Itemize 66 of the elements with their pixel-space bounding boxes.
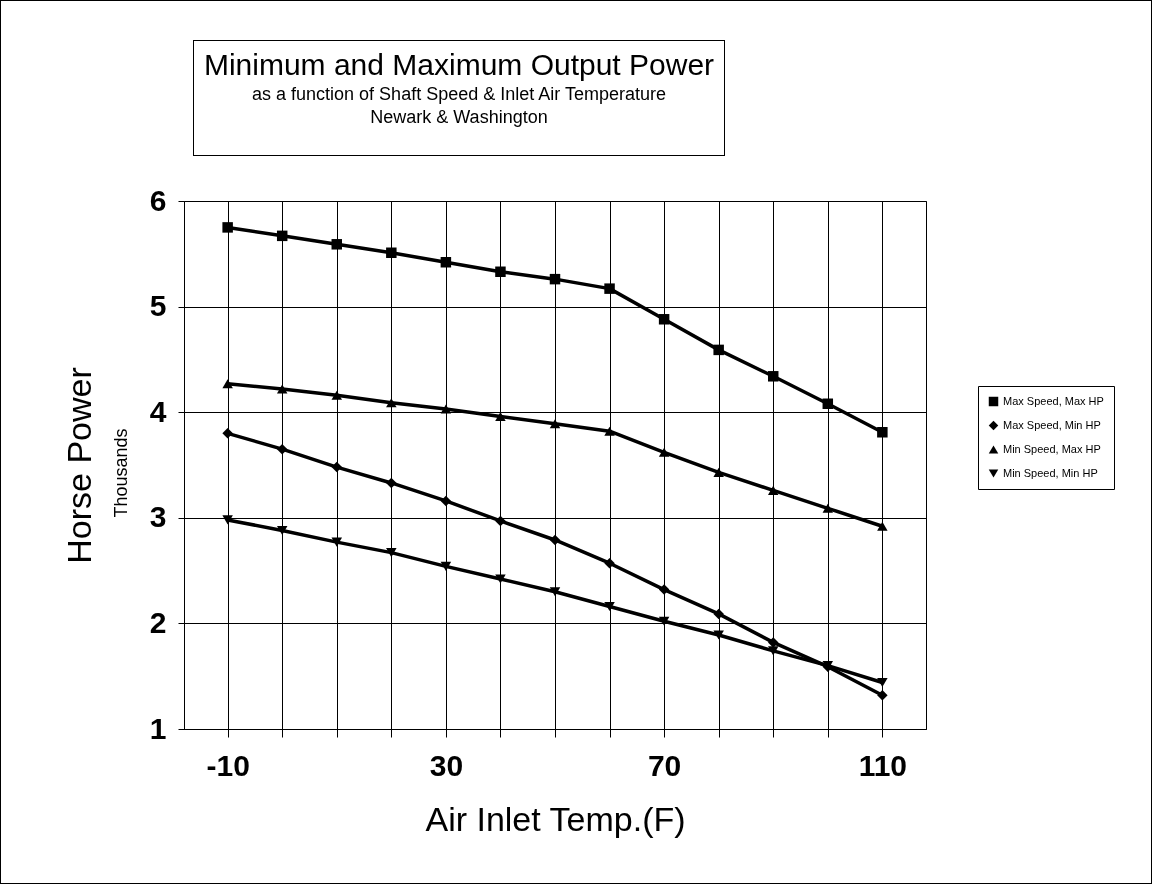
point	[822, 503, 834, 513]
point	[822, 398, 834, 409]
y-tick-label: 4	[149, 394, 167, 428]
point	[604, 601, 615, 612]
legend-label: Max Speed, Max HP	[1003, 394, 1104, 407]
point	[222, 222, 233, 233]
point	[386, 548, 397, 558]
point	[276, 525, 288, 536]
point	[549, 419, 561, 429]
x-tick-label: 70	[647, 748, 682, 782]
x-axis-title: Air Inlet Temp.(F)	[425, 799, 686, 838]
point	[767, 646, 779, 656]
point	[440, 257, 452, 268]
text: Thousands	[111, 428, 131, 518]
point	[495, 266, 506, 277]
chart-subtitle: as a function of Shaft Speed & Inlet Air Temperature Newark & Washington	[251, 83, 667, 129]
point	[604, 283, 615, 294]
point	[658, 616, 670, 626]
point	[276, 230, 288, 242]
point	[440, 561, 452, 571]
y-tick-label: 3	[149, 500, 167, 534]
point	[713, 467, 724, 477]
point	[331, 390, 343, 400]
chart-title: Minimum and Maximum Output Power	[202, 47, 716, 83]
legend-label: Min Speed, Min HP	[1003, 466, 1098, 479]
point	[877, 678, 888, 688]
point	[331, 461, 343, 473]
point	[440, 495, 452, 507]
x-tick-label: 110	[858, 748, 908, 782]
point	[386, 477, 397, 489]
point	[549, 587, 561, 597]
point	[877, 521, 888, 531]
point	[877, 689, 888, 701]
x-tick-label: -10	[206, 748, 250, 782]
point	[767, 371, 779, 382]
x-tick-label: 30	[429, 748, 464, 782]
point	[767, 637, 779, 648]
legend-label: Min Speed, Max HP	[1003, 442, 1101, 455]
point	[767, 485, 779, 495]
point	[222, 515, 233, 525]
legend-label: Max Speed, Min HP	[1003, 418, 1101, 431]
y-tick-label: 6	[149, 183, 167, 217]
point	[549, 273, 561, 285]
point	[713, 608, 724, 620]
point	[877, 427, 888, 438]
point	[549, 534, 561, 546]
point	[713, 630, 724, 640]
point	[604, 557, 615, 569]
point	[658, 314, 670, 325]
point	[440, 404, 452, 414]
point	[222, 379, 233, 389]
point	[386, 398, 397, 408]
y-axis-title: Horse Power	[59, 367, 98, 564]
point	[222, 428, 233, 439]
point	[495, 515, 506, 527]
y-tick-label: 1	[149, 711, 167, 745]
point	[658, 584, 670, 595]
y-tick-label: 5	[149, 289, 167, 323]
point	[604, 426, 615, 436]
point	[658, 447, 670, 457]
y-tick-label: 2	[149, 605, 167, 639]
point	[331, 239, 343, 250]
point	[713, 344, 724, 356]
point	[276, 384, 288, 394]
point	[386, 247, 397, 258]
point	[276, 443, 288, 455]
